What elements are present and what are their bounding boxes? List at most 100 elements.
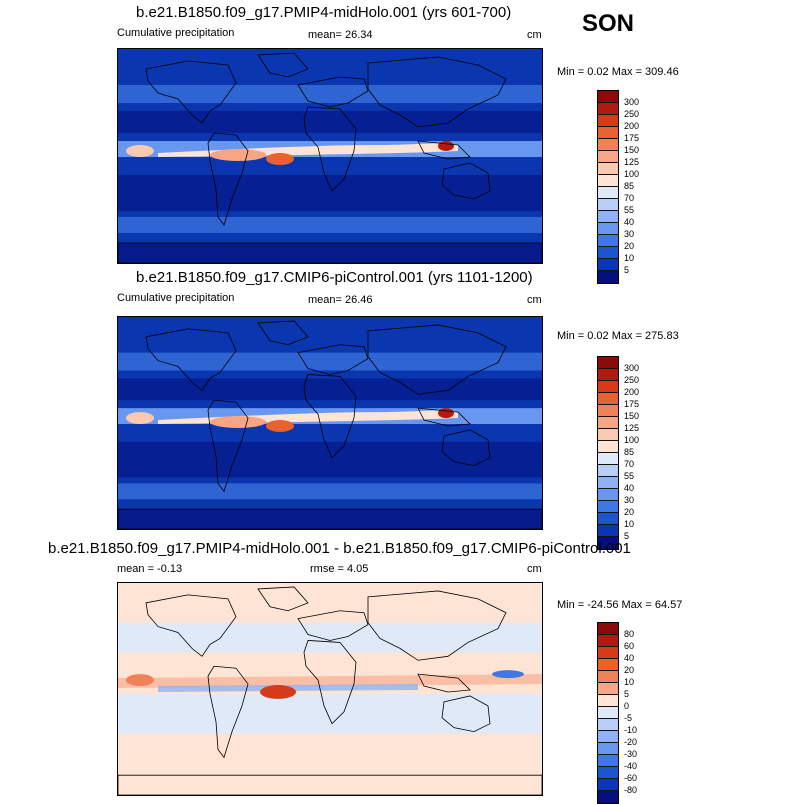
panel3-mean-label: mean = -0.13	[117, 563, 183, 575]
colorbar-tick-label: -20	[624, 737, 638, 747]
colorbar-tick-label: 250	[624, 109, 640, 119]
colorbar-tick-label: 30	[624, 229, 635, 239]
colorbar-swatch	[598, 405, 618, 417]
colorbar-tick-label: -40	[624, 761, 638, 771]
colorbar-swatch	[598, 127, 618, 139]
colorbar-tick-label: -80	[624, 785, 638, 795]
colorbar-swatch	[598, 767, 618, 779]
panel1-title: b.e21.B1850.f09_g17.PMIP4-midHolo.001 (y…	[136, 4, 512, 21]
colorbar-tick-label: 100	[624, 435, 640, 445]
panel3-colorbar	[597, 622, 619, 804]
panel1-units: cm	[527, 29, 542, 41]
colorbar-tick-label: 5	[624, 531, 630, 541]
colorbar-swatch	[598, 369, 618, 381]
colorbar-tick-label: 100	[624, 169, 640, 179]
colorbar-tick-label: 0	[624, 701, 630, 711]
colorbar-tick-label: 5	[624, 689, 630, 699]
colorbar-swatch	[598, 199, 618, 211]
colorbar-tick-label: 150	[624, 145, 640, 155]
colorbar-swatch	[598, 393, 618, 405]
colorbar-swatch	[598, 417, 618, 429]
colorbar-swatch	[598, 791, 618, 803]
colorbar-swatch	[598, 103, 618, 115]
colorbar-swatch	[598, 357, 618, 369]
panel3-map	[117, 582, 543, 796]
colorbar-swatch	[598, 441, 618, 453]
colorbar-swatch	[598, 719, 618, 731]
colorbar-tick-label: 70	[624, 193, 635, 203]
colorbar-swatch	[598, 151, 618, 163]
colorbar-tick-label: 20	[624, 665, 635, 675]
colorbar-swatch	[598, 223, 618, 235]
panel3-map-svg	[118, 583, 542, 795]
colorbar-tick-label: 150	[624, 411, 640, 421]
map-field	[118, 583, 542, 795]
colorbar-tick-label: 60	[624, 641, 635, 651]
colorbar-tick-label: 40	[624, 653, 635, 663]
colorbar-swatch	[598, 465, 618, 477]
colorbar-swatch	[598, 429, 618, 441]
colorbar-swatch	[598, 211, 618, 223]
colorbar-swatch	[598, 525, 618, 537]
colorbar-swatch	[598, 91, 618, 103]
colorbar-tick-label: 70	[624, 459, 635, 469]
colorbar-tick-label: 10	[624, 253, 635, 263]
colorbar-swatch	[598, 175, 618, 187]
panel1-minmax: Min = 0.02 Max = 309.46	[557, 66, 679, 78]
colorbar-tick-label: -60	[624, 773, 638, 783]
season-label: SON	[582, 10, 635, 37]
colorbar-swatch	[598, 695, 618, 707]
map-field	[118, 317, 542, 529]
colorbar-tick-label: 40	[624, 217, 635, 227]
colorbar-tick-label: 85	[624, 447, 635, 457]
colorbar-swatch	[598, 115, 618, 127]
colorbar-swatch	[598, 163, 618, 175]
colorbar-tick-label: 200	[624, 121, 640, 131]
colorbar-swatch	[598, 743, 618, 755]
colorbar-tick-label: 10	[624, 677, 635, 687]
colorbar-tick-label: 80	[624, 629, 635, 639]
panel3-units: cm	[527, 563, 542, 575]
colorbar-swatch	[598, 271, 618, 283]
panel1-map	[117, 48, 543, 264]
panel2-units: cm	[527, 294, 542, 306]
colorbar-swatch	[598, 755, 618, 767]
colorbar-swatch	[598, 513, 618, 525]
colorbar-tick-label: 20	[624, 241, 635, 251]
colorbar-swatch	[598, 659, 618, 671]
panel2-mean-label: mean= 26.46	[308, 294, 373, 306]
colorbar-tick-label: 20	[624, 507, 635, 517]
colorbar-tick-label: 55	[624, 471, 635, 481]
colorbar-swatch	[598, 381, 618, 393]
colorbar-tick-label: 125	[624, 157, 640, 167]
panel1-variable-label: Cumulative precipitation	[117, 27, 235, 39]
panel3-rmse-label: rmse = 4.05	[310, 563, 369, 575]
colorbar-swatch	[598, 623, 618, 635]
colorbar-tick-label: 55	[624, 205, 635, 215]
panel3-colorbar-labels: 80 60 40 20 10 5 0 -5 -10 -20 -30 -40 -60 -80	[624, 622, 638, 795]
panel1-colorbar-labels: 300 250 200 175 150 125 100 85 70 55 40 30 20 10 5	[624, 90, 640, 275]
panel1-colorbar	[597, 90, 619, 284]
colorbar-tick-label: 30	[624, 495, 635, 505]
panel3-title: b.e21.B1850.f09_g17.PMIP4-midHolo.001 - …	[48, 540, 631, 557]
colorbar-tick-label: 175	[624, 399, 640, 409]
colorbar-tick-label: 125	[624, 423, 640, 433]
colorbar-tick-label: 85	[624, 181, 635, 191]
colorbar-swatch	[598, 489, 618, 501]
colorbar-tick-label: -30	[624, 749, 638, 759]
colorbar-swatch	[598, 501, 618, 513]
colorbar-swatch	[598, 683, 618, 695]
panel3-minmax: Min = -24.56 Max = 64.57	[557, 599, 683, 611]
colorbar-swatch	[598, 259, 618, 271]
colorbar-tick-label: 175	[624, 133, 640, 143]
panel2-variable-label: Cumulative precipitation	[117, 292, 235, 304]
panel1-mean-label: mean= 26.34	[308, 29, 373, 41]
panel2-colorbar	[597, 356, 619, 550]
panel1-map-svg	[118, 49, 542, 263]
colorbar-tick-label: 10	[624, 519, 635, 529]
colorbar-tick-label: 5	[624, 265, 630, 275]
colorbar-swatch	[598, 187, 618, 199]
colorbar-swatch	[598, 247, 618, 259]
panel2-minmax: Min = 0.02 Max = 275.83	[557, 330, 679, 342]
panel2-title: b.e21.B1850.f09_g17.CMIP6-piControl.001 …	[136, 269, 533, 286]
